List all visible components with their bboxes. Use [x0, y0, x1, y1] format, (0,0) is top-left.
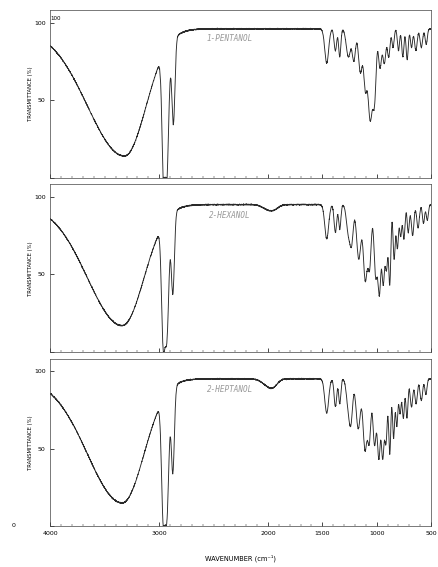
Text: 2-HEXANOL: 2-HEXANOL	[208, 211, 250, 220]
Text: 100: 100	[50, 16, 61, 21]
Text: 1-PENTANOL: 1-PENTANOL	[206, 33, 252, 43]
Text: WAVENUMBER (cm⁻¹): WAVENUMBER (cm⁻¹)	[205, 554, 276, 562]
Y-axis label: TRANSMITTANCE (%): TRANSMITTANCE (%)	[28, 415, 32, 469]
Y-axis label: TRANSMITTANCE (%): TRANSMITTANCE (%)	[28, 67, 32, 121]
Y-axis label: TRANSMITTANCE (%): TRANSMITTANCE (%)	[28, 241, 32, 295]
Text: 2-HEPTANOL: 2-HEPTANOL	[206, 385, 252, 394]
Text: 0: 0	[12, 523, 16, 528]
